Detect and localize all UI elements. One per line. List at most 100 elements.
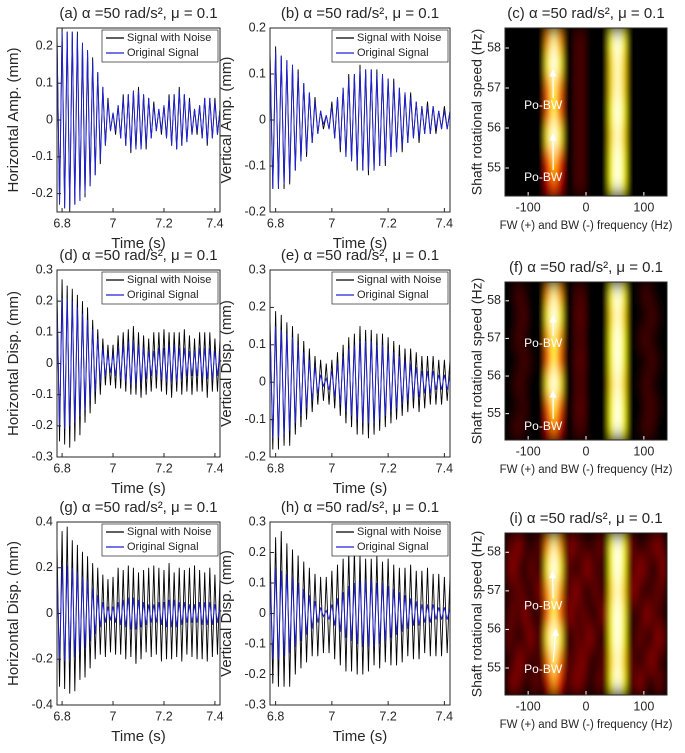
- x-tick-label: 7.4: [206, 709, 223, 723]
- heat-cell: [660, 147, 667, 173]
- heat-cell: [637, 417, 645, 440]
- heat-cell: [614, 147, 622, 173]
- heat-cell: [591, 417, 598, 440]
- heat-cell: [591, 326, 598, 351]
- heat-cell: [643, 123, 650, 149]
- heat-cell: [579, 625, 587, 650]
- heat-cell: [603, 28, 610, 53]
- legend-label: Original Signal: [357, 541, 429, 553]
- heat-cell: [631, 394, 639, 418]
- heat-cell: [660, 671, 667, 695]
- heat-cell: [579, 75, 587, 101]
- heat-cell: [550, 28, 558, 53]
- heat-cell: [620, 51, 627, 77]
- heat-cell: [539, 371, 546, 396]
- heat-cell: [510, 123, 517, 149]
- heat-cell: [505, 304, 512, 328]
- heat-cell: [585, 282, 593, 305]
- heat-cell: [603, 371, 610, 396]
- x-tick-label: 7.2: [379, 216, 396, 230]
- x-tick-label: 6.8: [53, 461, 70, 475]
- y-axis-label: Shaft rotational speed (Hz): [469, 278, 485, 445]
- heat-cell: [522, 304, 529, 328]
- heat-cell: [637, 282, 645, 305]
- heat-cell: [562, 349, 569, 373]
- heat-cell: [545, 671, 552, 695]
- heat-cell: [539, 555, 546, 580]
- heat-cell: [550, 326, 558, 351]
- heat-cell: [527, 99, 535, 125]
- heat-cell: [643, 147, 650, 173]
- heat-cell: [620, 648, 627, 673]
- heat-cell: [562, 578, 569, 603]
- heat-cell: [614, 349, 622, 373]
- heat-cell: [516, 99, 523, 125]
- heat-cell: [574, 625, 581, 650]
- heat-cell: [637, 147, 645, 173]
- y-tick-label: -0.1: [244, 636, 266, 650]
- heat-cell: [597, 625, 604, 650]
- y-tick-label: 57: [487, 331, 501, 345]
- heat-cell: [591, 555, 598, 580]
- heat-cell: [626, 555, 633, 580]
- heat-cell: [660, 123, 667, 149]
- heat-cell: [631, 75, 639, 101]
- heat-cell: [649, 578, 656, 603]
- heat-cell: [533, 349, 541, 373]
- x-axis-label: Time (s): [111, 235, 165, 252]
- heat-cell: [556, 533, 564, 557]
- heat-cell: [556, 99, 564, 125]
- heat-cell: [527, 282, 535, 305]
- heat-cell: [631, 625, 639, 650]
- heat-cell: [585, 394, 593, 418]
- heat-cell: [579, 304, 587, 328]
- heat-cell: [637, 555, 645, 580]
- heat-cell: [643, 75, 650, 101]
- y-tick-label: -0.2: [244, 667, 266, 681]
- heat-cell: [550, 671, 558, 695]
- heat-cell: [614, 123, 622, 149]
- heat-cell: [585, 75, 593, 101]
- heat-cell: [539, 394, 546, 418]
- heat-cell: [608, 602, 616, 626]
- heat-cell: [597, 123, 604, 149]
- chart-title: (b) α =50 rad/s², μ = 0.1: [281, 5, 439, 22]
- heat-cell: [556, 326, 564, 351]
- heat-cell: [562, 28, 569, 53]
- heat-cell: [585, 648, 593, 673]
- heat-cell: [649, 28, 656, 53]
- heat-cell: [585, 349, 593, 373]
- heat-cell: [527, 326, 535, 351]
- heat-cell: [545, 394, 552, 418]
- y-tick-label: -0.1: [31, 149, 53, 163]
- annotation-arrow: [549, 570, 557, 599]
- heat-cell: [643, 648, 650, 673]
- heat-cell: [510, 75, 517, 101]
- y-tick-label: 56: [487, 622, 501, 636]
- heat-cell: [539, 304, 546, 328]
- heat-cell: [631, 28, 639, 53]
- annotation: Po-BW: [524, 336, 563, 350]
- heat-cell: [649, 304, 656, 328]
- heat-cell: [649, 123, 656, 149]
- heat-cell: [568, 171, 575, 196]
- x-tick-label: -100: [516, 200, 541, 214]
- heat-cell: [637, 75, 645, 101]
- heat-cell: [568, 394, 575, 418]
- heat-cell: [533, 147, 541, 173]
- heat-cell: [614, 326, 622, 351]
- heat-cell: [597, 533, 604, 557]
- heat-cell: [527, 394, 535, 418]
- heat-cell: [620, 394, 627, 418]
- heat-cell: [655, 304, 662, 328]
- heat-cell: [585, 555, 593, 580]
- heat-cell: [597, 417, 604, 440]
- heat-cell: [522, 625, 529, 650]
- heat-cell: [545, 648, 552, 673]
- plot-frame: [56, 27, 221, 213]
- heat-cell: [643, 304, 650, 328]
- heat-cell: [556, 602, 564, 626]
- y-tick-label: 0.3: [249, 514, 266, 528]
- heat-cell: [505, 282, 512, 305]
- heat-cell: [597, 671, 604, 695]
